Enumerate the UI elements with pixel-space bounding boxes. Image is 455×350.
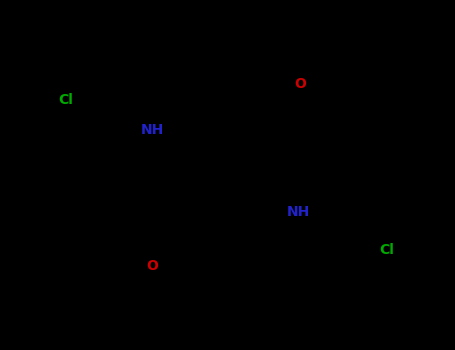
Text: Cl: Cl <box>379 243 394 257</box>
Text: Cl: Cl <box>59 93 73 107</box>
Text: O: O <box>147 259 158 273</box>
Text: O: O <box>294 77 306 91</box>
Text: NH: NH <box>286 205 310 219</box>
Text: NH: NH <box>141 122 164 136</box>
